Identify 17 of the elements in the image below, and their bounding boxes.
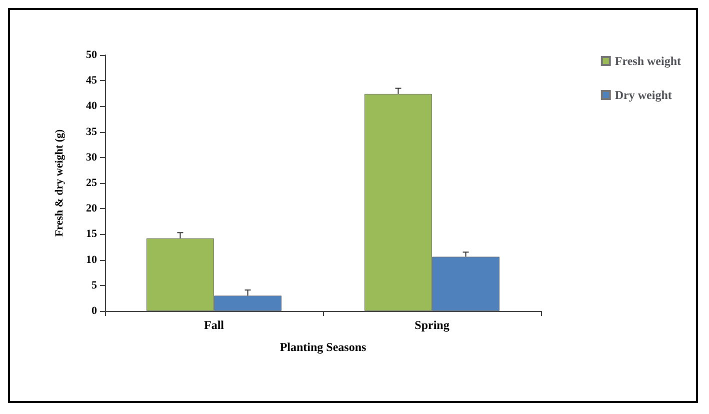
legend-label: Dry weight	[614, 88, 672, 102]
x-tick-label: Spring	[414, 318, 450, 332]
y-tick-label: 40	[86, 100, 98, 112]
y-tick-label: 50	[86, 49, 98, 61]
y-tick-label: 45	[86, 74, 98, 87]
legend-label: Fresh weight	[614, 54, 682, 68]
y-tick-label: 35	[86, 126, 98, 138]
y-tick-label: 20	[86, 202, 98, 215]
y-tick-label: 30	[86, 151, 98, 164]
y-tick-label: 15	[86, 228, 98, 240]
x-axis-title: Planting Seasons	[280, 340, 367, 354]
y-axis-title: Fresh & dry weight (g)	[54, 129, 66, 237]
x-tick-label: Fall	[204, 318, 225, 332]
y-tick-label: 25	[86, 177, 98, 189]
y-tick-label: 0	[92, 305, 98, 317]
y-tick-label: 10	[86, 254, 98, 266]
y-tick-label: 5	[92, 279, 98, 292]
